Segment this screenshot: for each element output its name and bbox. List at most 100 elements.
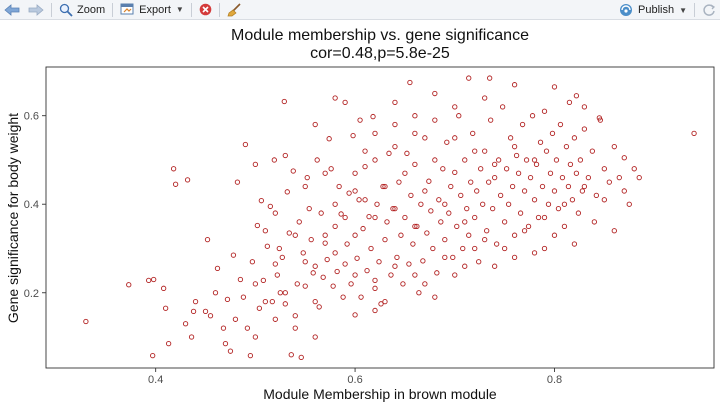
data-point (482, 236, 488, 243)
data-point (601, 197, 607, 203)
data-point (160, 285, 167, 291)
data-point (541, 245, 548, 252)
x-axis: 0.4 0.6 0.8 (148, 368, 562, 386)
publish-label: Publish (638, 4, 675, 16)
data-point (190, 308, 197, 314)
data-point (555, 205, 562, 212)
data-point (332, 201, 338, 207)
data-point (513, 152, 520, 159)
data-point (372, 157, 378, 163)
data-point (304, 175, 310, 181)
data-point (472, 245, 478, 252)
data-point (593, 192, 600, 199)
data-point (227, 348, 234, 354)
data-point (577, 157, 584, 163)
data-point (621, 155, 627, 161)
data-point (571, 135, 578, 141)
data-point (252, 334, 259, 340)
data-point (294, 281, 300, 287)
data-point (480, 201, 486, 207)
data-point (342, 99, 348, 106)
data-point (237, 276, 244, 283)
back-button[interactable] (0, 1, 24, 19)
data-point (258, 198, 265, 204)
export-button[interactable]: Export ▼ (116, 1, 188, 19)
data-point (466, 75, 472, 81)
y-tick-label: 0.6 (24, 111, 39, 123)
export-label: Export (139, 3, 171, 16)
data-point (352, 312, 358, 318)
data-point (346, 190, 352, 196)
data-point (316, 304, 322, 310)
y-tick-label: 0.4 (24, 199, 39, 211)
data-point (432, 90, 438, 97)
data-point (362, 163, 368, 170)
data-point (438, 219, 444, 225)
data-point (511, 82, 518, 88)
data-point (410, 241, 416, 247)
zoom-label: Zoom (77, 3, 106, 16)
data-point (501, 219, 508, 225)
data-point (240, 294, 247, 300)
data-point (529, 113, 536, 119)
zoom-button[interactable]: Zoom (55, 1, 109, 19)
data-point (234, 179, 241, 185)
data-point (400, 281, 406, 287)
data-point (220, 325, 227, 331)
remove-plot-button[interactable] (195, 1, 216, 19)
data-point (549, 130, 556, 137)
data-point (452, 169, 458, 176)
data-point (182, 321, 189, 327)
data-point (434, 270, 440, 276)
data-point (244, 325, 251, 331)
data-point (269, 298, 275, 305)
data-point (242, 141, 249, 148)
data-point (324, 256, 330, 263)
data-point (284, 189, 290, 195)
data-point (262, 228, 268, 234)
data-point (298, 354, 304, 361)
data-point (390, 205, 396, 212)
data-point (531, 250, 538, 256)
data-point (372, 285, 378, 291)
publish-button[interactable]: Publish ▼ (615, 1, 691, 19)
data-point (452, 135, 458, 141)
data-point (404, 150, 410, 156)
refresh-button[interactable] (698, 1, 720, 19)
data-point (260, 277, 266, 284)
data-point (314, 157, 320, 163)
data-point (276, 245, 282, 252)
data-point (282, 290, 288, 296)
data-point (394, 254, 400, 260)
toolbar-divider (112, 2, 114, 17)
data-point (372, 130, 378, 137)
toolbar-divider (218, 2, 220, 17)
data-point (591, 219, 598, 225)
data-point (302, 183, 308, 190)
data-point (184, 177, 191, 183)
data-point (412, 223, 418, 230)
data-point (288, 352, 294, 358)
data-point (539, 183, 546, 190)
plot-toolbar: Zoom Export ▼ Publish ▼ (0, 0, 720, 20)
data-point (322, 240, 328, 246)
clear-plots-button[interactable] (223, 1, 246, 19)
data-point (310, 270, 316, 276)
data-point (402, 170, 408, 176)
chart-subtitle: cor=0.48,p=5.8e-25 (310, 45, 450, 62)
scatter-chart: Module membership vs. gene significance … (5, 27, 715, 402)
data-point (380, 183, 386, 190)
data-point (478, 166, 484, 172)
data-point (296, 219, 302, 225)
forward-button[interactable] (24, 1, 48, 19)
data-point (382, 183, 388, 190)
data-point (232, 316, 239, 322)
data-point (492, 175, 498, 181)
data-point (573, 93, 580, 99)
data-point (352, 232, 358, 238)
data-point (523, 157, 530, 163)
data-point (256, 305, 263, 311)
data-point (551, 188, 558, 194)
data-point (440, 166, 446, 172)
back-arrow-icon (4, 3, 20, 16)
